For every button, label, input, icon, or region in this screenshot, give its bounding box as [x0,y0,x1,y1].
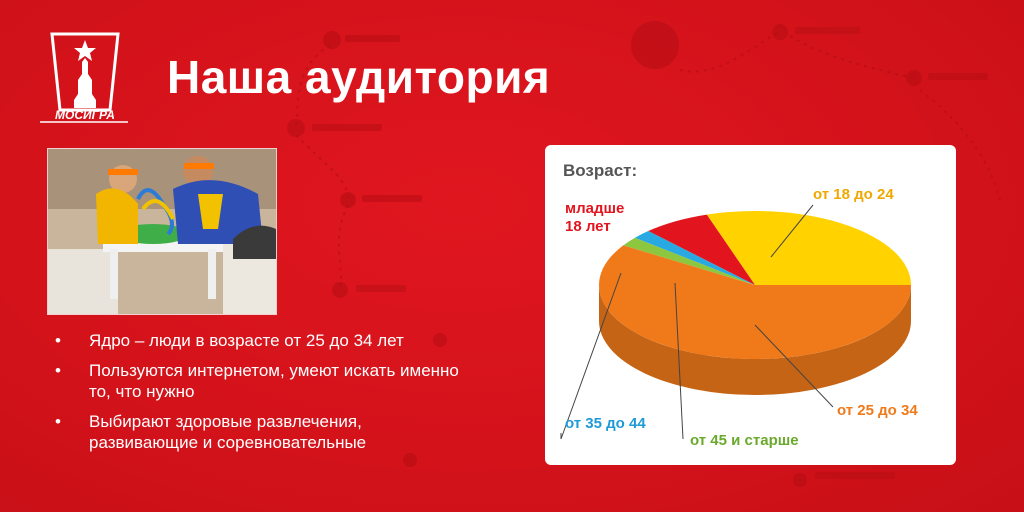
logo-wordmark: МОСИГРА [55,108,115,122]
bullet-item: • Пользуются интернетом, умеют искать им… [55,360,475,402]
label-35-44-leader [560,272,622,440]
chart-title: Возраст: [563,161,637,180]
bullet-item: • Выбирают здоровые развлечения, развива… [55,411,475,453]
pie-slice-18-24 [706,211,911,285]
bullet-icon: • [55,361,61,380]
pie-slice-under-18 [648,214,755,285]
bullet-text-core: Ядро – люди в возрасте от 25 до 34 лет [89,331,404,350]
bullet-text-entertainment: Выбирают здоровые развлечения, развивающ… [89,412,367,452]
label-45-plus-leader [674,282,684,440]
label-25-34-leader [754,324,834,408]
pie-slice-45-plus [623,237,755,285]
age-pie-chart: Возраст: от 18 до 24 от 25 до 34 младше18 … [560,161,918,449]
label-25-34: от 25 до 34 [837,402,918,419]
label-18-24: от 18 до 24 [813,186,894,203]
label-18-24-leader [770,204,814,258]
bullet-text-internet: Пользуются интернетом, умеют искать имен… [89,361,459,401]
age-chart-card: Возраст: от 18 до 24 от 25 до 34 младше 18 … [545,145,956,465]
bullet-item: • Ядро – люди в возрасте от 25 до 34 лет [55,330,475,351]
label-35-44: от 35 до 44 [565,415,646,432]
bullet-icon: • [55,331,61,350]
audience-photo [47,148,277,315]
label-under-18: младше [565,200,624,217]
bullet-icon: • [55,412,61,431]
slide-title: Наша аудитория [167,51,551,103]
pie-slice-35-44 [634,231,755,285]
bullet-list: • Ядро – люди в возрасте от 25 до 34 лет… [55,330,475,462]
label-45-plus: от 45 и старше [690,432,799,449]
pie-slice-25-34-side [599,285,911,395]
mosigra-logo: МОСИГРА [40,32,128,123]
label-under-18: 18 лет [565,218,611,235]
